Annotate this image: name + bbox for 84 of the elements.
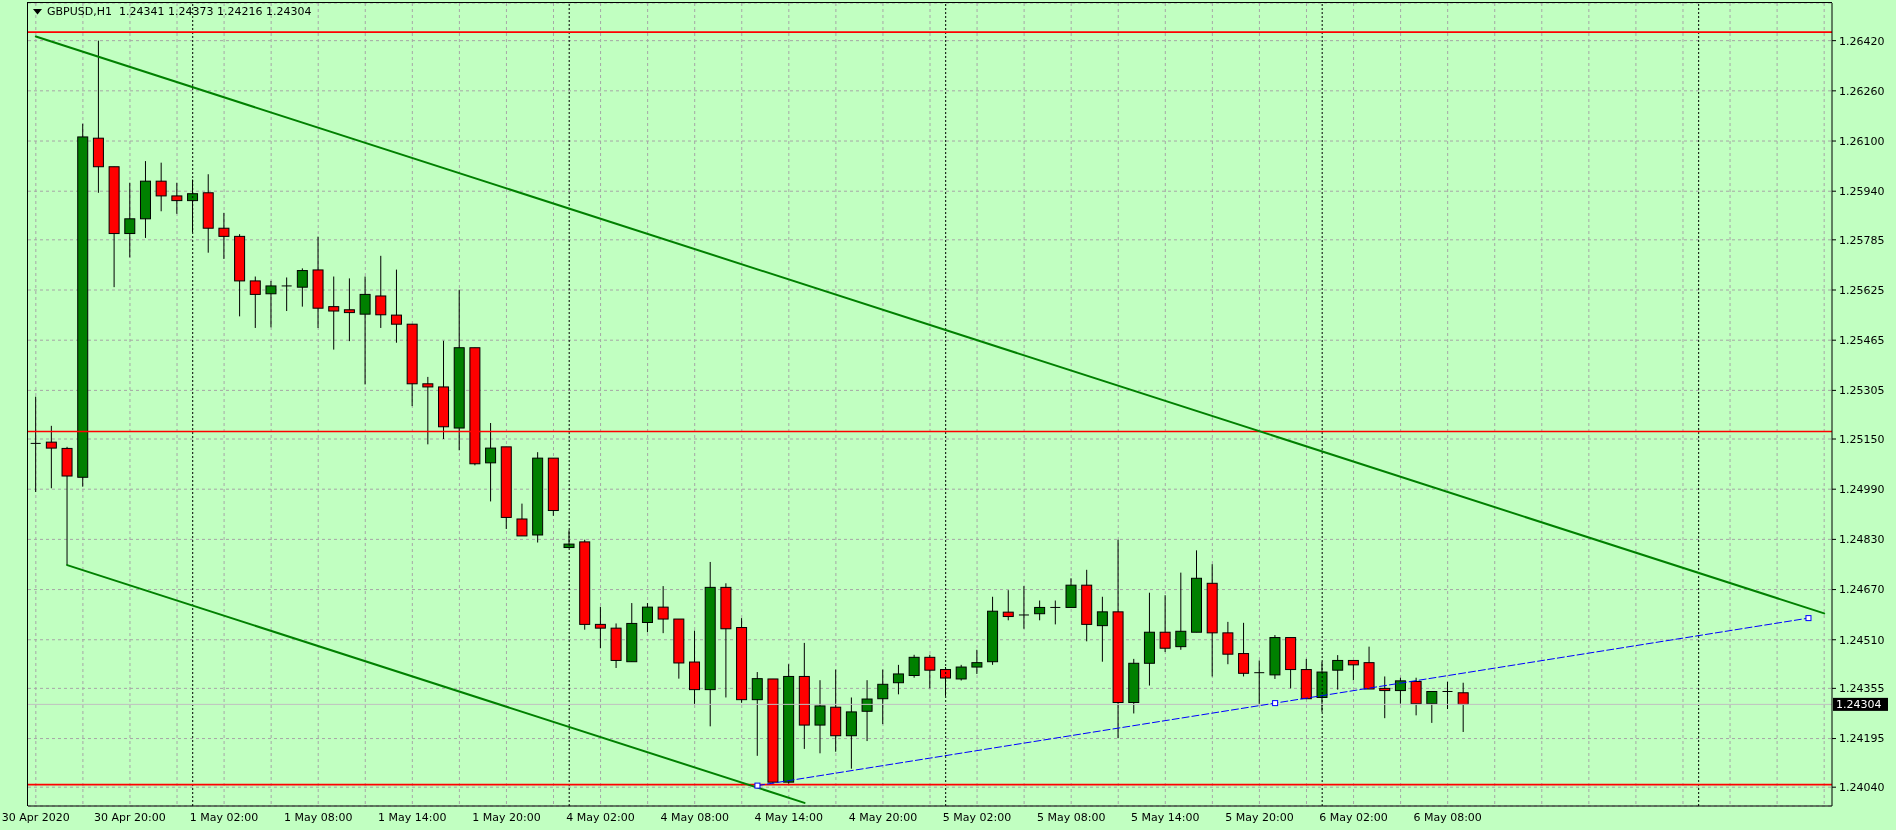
- y-tick-label: 1.25465: [1839, 334, 1885, 348]
- candlestick: [1457, 682, 1469, 733]
- x-tick-label: 4 May 02:00: [566, 810, 635, 824]
- y-tick-label: 1.25305: [1839, 384, 1885, 398]
- candlestick: [343, 277, 355, 342]
- candlestick: [155, 162, 167, 212]
- x-tick-label: 5 May 02:00: [942, 810, 1012, 824]
- candlestick: [390, 269, 402, 344]
- y-tick-label: 1.24830: [1839, 533, 1885, 547]
- x-tick-label: 5 May 08:00: [1036, 810, 1106, 824]
- candlestick: [657, 585, 669, 634]
- candlestick: [1096, 596, 1108, 663]
- candlestick: [1159, 594, 1171, 653]
- y-tick-label: 1.24195: [1839, 732, 1885, 746]
- candlestick: [971, 649, 983, 675]
- candlestick: [281, 276, 293, 312]
- y-tick-label: 1.24990: [1839, 483, 1885, 497]
- x-tick-label: 1 May 20:00: [472, 810, 541, 824]
- candlestick: [1034, 600, 1046, 621]
- candlestick: [1332, 654, 1344, 691]
- x-tick-label: 1 May 08:00: [283, 810, 353, 824]
- candlestick: [171, 182, 183, 215]
- candlestick: [516, 503, 528, 537]
- candlestick: [1347, 659, 1359, 681]
- candlestick: [892, 664, 904, 695]
- candlestick: [1410, 677, 1422, 716]
- candlestick: [1222, 621, 1234, 665]
- y-tick-label: 1.26420: [1839, 34, 1885, 48]
- candlestick: [30, 396, 42, 493]
- candlestick: [1253, 659, 1265, 705]
- candlestick: [641, 602, 653, 633]
- candlestick: [485, 422, 497, 502]
- candlestick: [1238, 622, 1250, 677]
- candlestick: [594, 606, 606, 649]
- point: [754, 782, 761, 789]
- y-tick-label: 1.25625: [1839, 283, 1885, 297]
- candlestick: [751, 671, 763, 757]
- candlestick: [1379, 675, 1391, 719]
- candlestick: [375, 255, 387, 329]
- x-tick-label: 5 May 20:00: [1225, 810, 1294, 824]
- point: [1805, 615, 1812, 622]
- x-tick-label: 30 Apr 20:00: [94, 810, 166, 824]
- candlestick: [1175, 572, 1187, 651]
- x-tick-label: 4 May 20:00: [848, 810, 918, 824]
- candlestick: [359, 276, 371, 385]
- y-tick-label: 1.24510: [1839, 633, 1885, 647]
- candlestick: [124, 182, 136, 258]
- x-tick-label: 30 Apr 2020: [1, 810, 70, 824]
- candlestick: [924, 654, 936, 689]
- x-tick-label: 4 May 14:00: [754, 810, 824, 824]
- point: [1272, 700, 1279, 707]
- candlestick: [814, 679, 826, 754]
- candlestick: [861, 679, 873, 742]
- candlestick: [908, 654, 920, 679]
- candlestick: [1426, 691, 1438, 724]
- x-tick-label: 1 May 14:00: [378, 810, 447, 824]
- candlestick: [296, 267, 308, 308]
- y-tick-label: 1.25785: [1839, 233, 1885, 247]
- x-tick-label: 6 May 02:00: [1319, 810, 1388, 824]
- candlestick: [1065, 577, 1077, 608]
- x-tick-label: 4 May 08:00: [660, 810, 729, 824]
- y-tick-label: 1.26100: [1839, 134, 1885, 148]
- y-tick-label: 1.25150: [1839, 432, 1885, 446]
- candlestick: [1018, 585, 1030, 630]
- y-tick-label: 1.26260: [1839, 84, 1885, 98]
- chart-title: GBPUSD,H1 1.24341 1.24373 1.24216 1.24304: [47, 5, 312, 18]
- x-tick-label: 1 May 02:00: [189, 810, 259, 824]
- candlestick: [1002, 589, 1014, 621]
- candlestick: [265, 280, 277, 328]
- candlestick: [1441, 681, 1453, 710]
- x-tick-label: 6 May 08:00: [1413, 810, 1482, 824]
- x-tick-label: 5 May 14:00: [1131, 810, 1200, 824]
- ref-line-label: 1.24304: [1836, 698, 1882, 712]
- y-tick-label: 1.25940: [1839, 185, 1885, 199]
- candlestick: [1049, 600, 1061, 625]
- candlestick: [845, 696, 857, 770]
- y-tick-label: 1.24670: [1839, 583, 1885, 597]
- candlestick: [877, 669, 889, 725]
- candlestick: [249, 276, 261, 329]
- candlestick: [1394, 677, 1406, 705]
- candlestick: [328, 276, 340, 351]
- y-tick-label: 1.24040: [1839, 781, 1885, 795]
- candlestick: [218, 212, 230, 260]
- y-tick-label: 1.24355: [1839, 682, 1885, 696]
